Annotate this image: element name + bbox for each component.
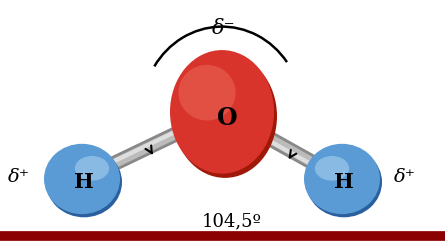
Ellipse shape <box>304 144 380 214</box>
Ellipse shape <box>75 156 109 181</box>
Text: H: H <box>334 172 354 192</box>
Ellipse shape <box>178 65 235 121</box>
Ellipse shape <box>46 147 122 217</box>
Ellipse shape <box>170 50 274 174</box>
Text: H: H <box>74 172 94 192</box>
Text: O: O <box>217 106 237 130</box>
Ellipse shape <box>306 147 382 217</box>
Ellipse shape <box>44 144 120 214</box>
Text: δ⁺: δ⁺ <box>394 168 416 186</box>
Text: δ⁺: δ⁺ <box>8 168 30 186</box>
Ellipse shape <box>173 54 277 178</box>
Text: 104,5º: 104,5º <box>202 212 262 230</box>
Ellipse shape <box>315 156 349 181</box>
Text: δ⁻: δ⁻ <box>212 19 236 38</box>
